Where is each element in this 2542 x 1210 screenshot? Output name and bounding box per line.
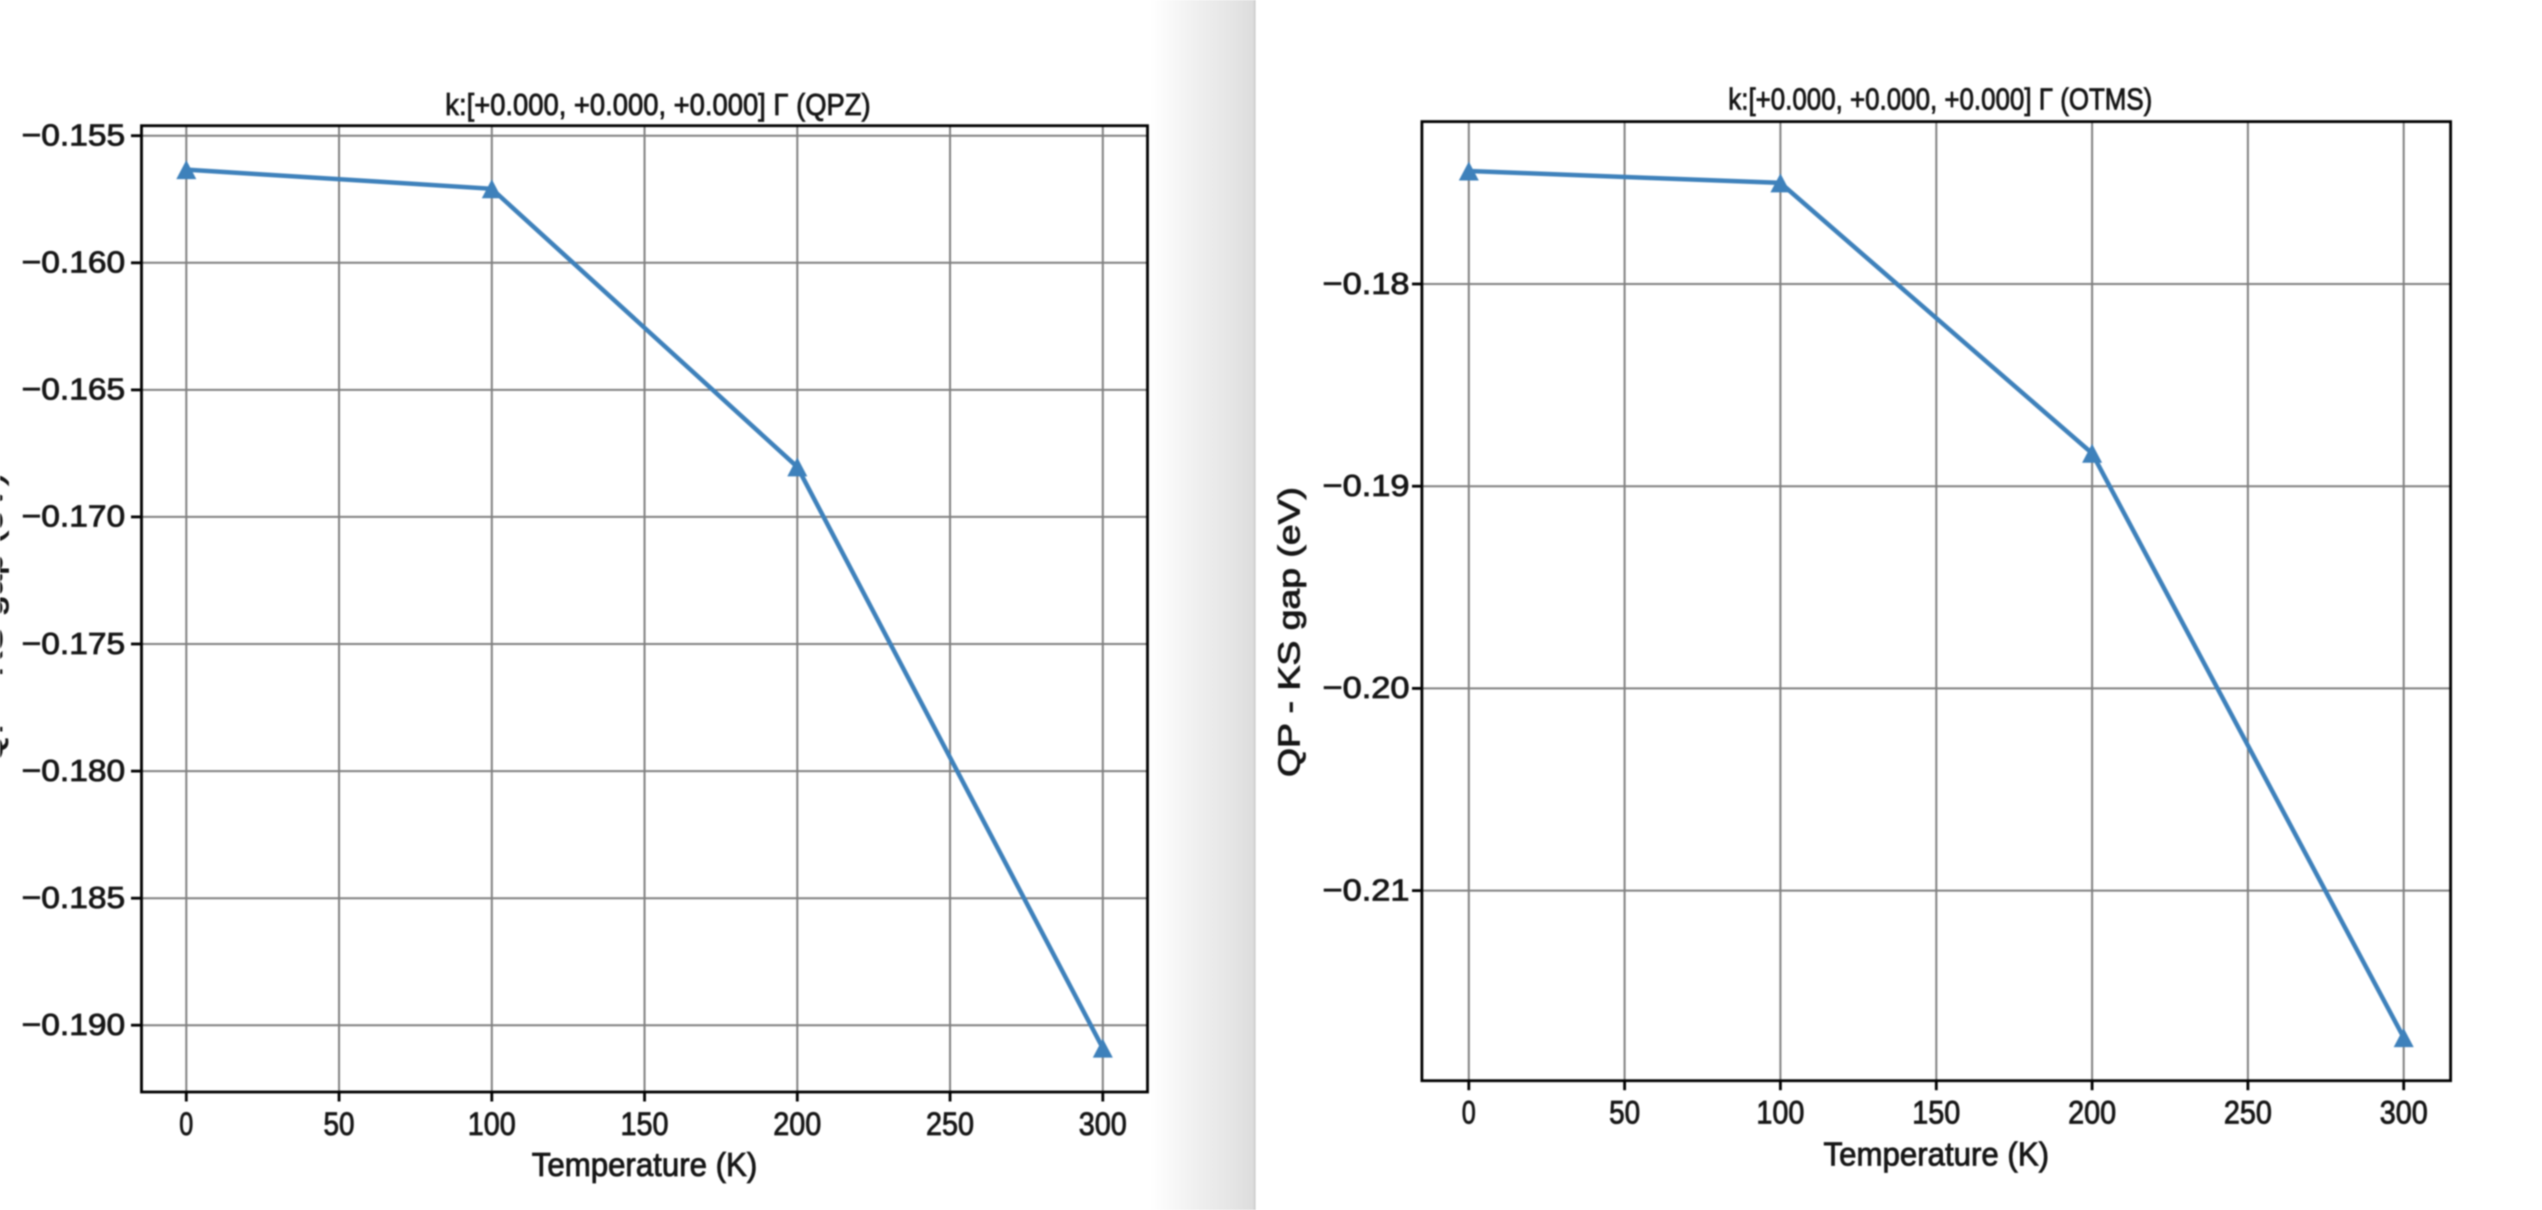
svg-text:200: 200: [773, 1106, 821, 1142]
svg-text:−0.160: −0.160: [22, 245, 126, 280]
svg-text:−0.19: −0.19: [1323, 468, 1410, 503]
svg-text:300: 300: [1079, 1106, 1127, 1142]
svg-text:150: 150: [1912, 1095, 1960, 1131]
svg-text:−0.21: −0.21: [1323, 872, 1410, 907]
svg-text:−0.18: −0.18: [1323, 266, 1410, 301]
svg-text:Temperature (K): Temperature (K): [1824, 1136, 2050, 1173]
svg-text:200: 200: [2068, 1095, 2116, 1131]
svg-text:150: 150: [621, 1106, 669, 1142]
svg-text:k:[+0.000, +0.000, +0.000] Γ (: k:[+0.000, +0.000, +0.000] Γ (QPZ): [445, 87, 870, 122]
svg-text:−0.155: −0.155: [22, 117, 126, 152]
svg-text:0: 0: [179, 1106, 193, 1142]
svg-text:250: 250: [2224, 1095, 2272, 1131]
svg-text:50: 50: [324, 1106, 355, 1142]
svg-text:100: 100: [1756, 1095, 1804, 1131]
svg-text:−0.170: −0.170: [22, 499, 126, 534]
svg-text:−0.190: −0.190: [22, 1007, 126, 1042]
svg-text:250: 250: [926, 1106, 974, 1142]
svg-text:300: 300: [2380, 1095, 2428, 1131]
svg-text:−0.175: −0.175: [22, 626, 126, 661]
svg-text:0: 0: [1462, 1095, 1476, 1131]
svg-text:−0.20: −0.20: [1323, 670, 1410, 705]
svg-text:−0.165: −0.165: [22, 372, 126, 407]
svg-text:50: 50: [1609, 1095, 1640, 1131]
svg-text:k:[+0.000, +0.000, +0.000] Γ (: k:[+0.000, +0.000, +0.000] Γ (OTMS): [1728, 81, 2152, 116]
svg-text:QP - KS gap (eV): QP - KS gap (eV): [0, 473, 9, 763]
svg-text:100: 100: [468, 1106, 516, 1142]
svg-text:−0.185: −0.185: [22, 880, 126, 915]
svg-text:−0.180: −0.180: [22, 753, 126, 788]
svg-text:QP - KS gap (eV): QP - KS gap (eV): [1272, 487, 1307, 777]
svg-text:Temperature (K): Temperature (K): [532, 1146, 758, 1183]
